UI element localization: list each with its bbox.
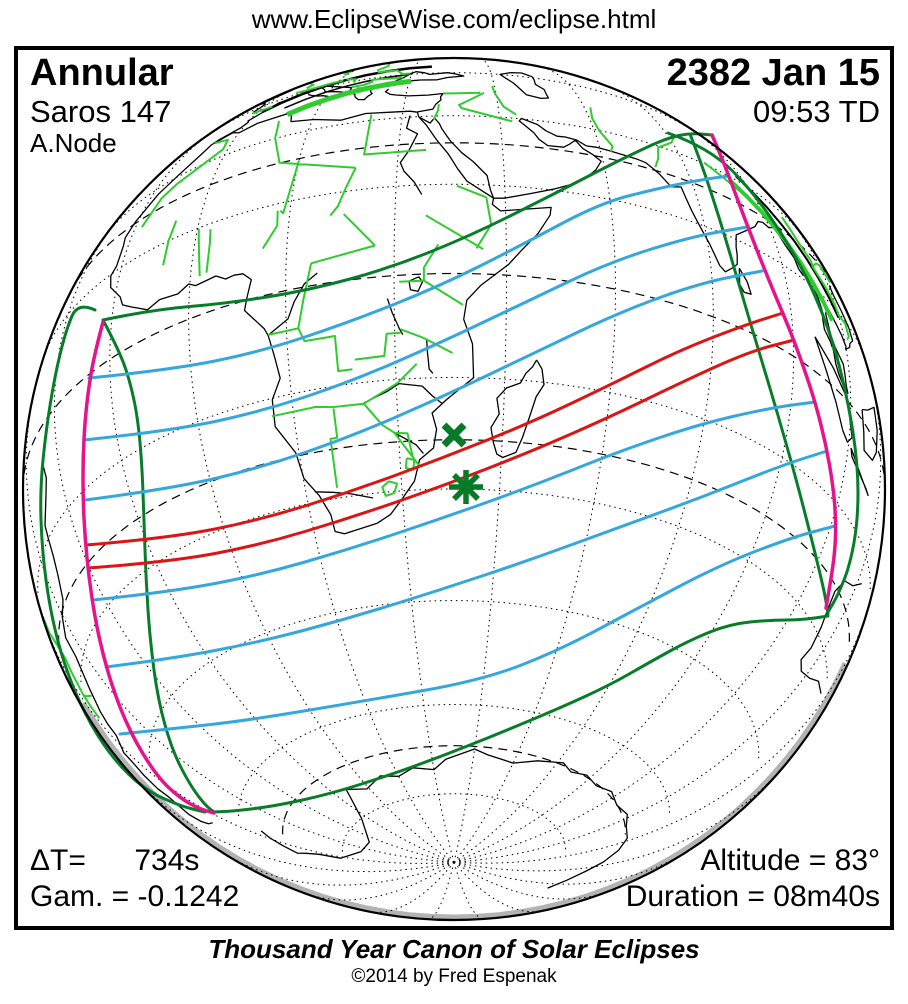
delta-t-row: ΔT= 734s <box>30 843 239 879</box>
eclipse-type: Annular <box>30 52 174 94</box>
copyright: ©2014 by Fred Espenak <box>351 966 557 987</box>
gamma-value: Gam. = -0.1242 <box>30 880 240 913</box>
site-url: www.EclipseWise.com/eclipse.html <box>251 4 657 34</box>
eclipse-stats-bottom-left: ΔT= 734s Gam. = -0.1242 <box>30 843 239 915</box>
eclipse-info-top-right: 2382 Jan 15 09:53 TD <box>667 52 880 129</box>
eclipse-stats-bottom-right: Altitude = 83° Duration = 08m40s <box>626 843 880 915</box>
eclipse-date: 2382 Jan 15 <box>666 52 880 94</box>
eclipse-time: 09:53 TD <box>753 93 880 129</box>
saros-number: Saros 147 <box>30 93 172 129</box>
delta-t-value: 734s <box>134 844 200 877</box>
canon-title: Thousand Year Canon of Solar Eclipses <box>208 934 700 964</box>
duration-value: Duration = 08m40s <box>625 880 880 913</box>
node-type: A.Node <box>30 128 117 159</box>
eclipse-info-top-left: Annular Saros 147 A.Node <box>30 52 174 158</box>
delta-t-label: ΔT= <box>30 844 86 877</box>
altitude-value: Altitude = 83° <box>700 844 880 877</box>
map-frame <box>14 46 894 930</box>
